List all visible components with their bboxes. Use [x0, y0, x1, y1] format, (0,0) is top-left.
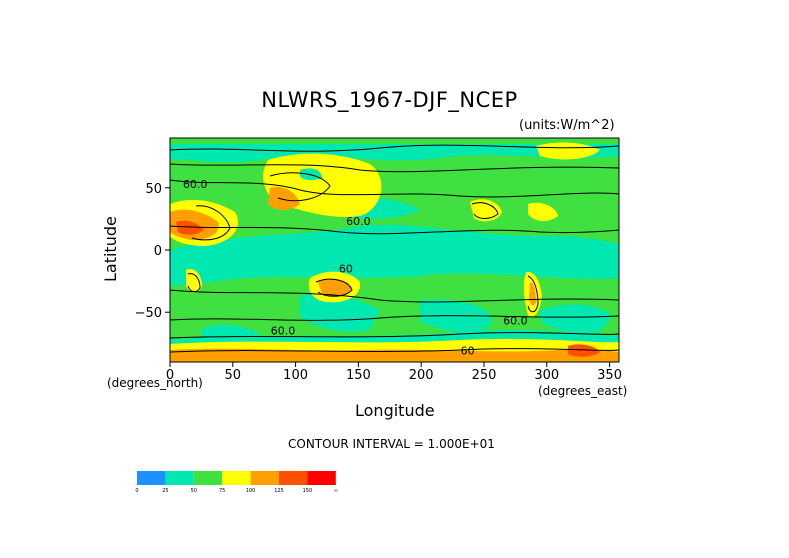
- field-region: [186, 268, 202, 293]
- x-tick-label: 100: [283, 368, 308, 383]
- units-label: (units:W/m^2): [519, 118, 615, 133]
- plot-area: [170, 138, 619, 362]
- colorbar-swatch: [165, 471, 194, 485]
- colorbar-swatch: [307, 471, 336, 485]
- field-region: [348, 179, 375, 205]
- x-tick-label: 350: [597, 368, 622, 383]
- contour-line: [170, 179, 619, 198]
- field-region: [568, 344, 600, 357]
- colorbar-swatch: [137, 471, 166, 485]
- y-unit-label: (degrees_north): [107, 376, 203, 390]
- y-tick-label: 0: [154, 244, 162, 259]
- contour-line: [170, 144, 619, 152]
- contour-label: 60.0: [183, 178, 208, 191]
- colorbar: 0 25 50 75 100 125 150 ∞: [135, 471, 338, 494]
- colorbar-label: 125: [274, 488, 284, 494]
- field-region: [318, 278, 352, 296]
- field-region: [300, 293, 380, 332]
- y-tick-label: −50: [135, 306, 162, 321]
- colorbar-swatch: [193, 471, 223, 485]
- colorbar-label: 150: [303, 488, 313, 494]
- axes: 0 50 100 150 200 250 300 350 50 0 −50: [135, 182, 622, 383]
- colorbar-label: 0: [135, 488, 138, 494]
- contour-line: [269, 172, 331, 202]
- field-region: [170, 348, 619, 362]
- contour-line: [191, 205, 231, 241]
- field-region: [536, 142, 600, 160]
- contour-line: [170, 332, 619, 339]
- colorbar-label: ∞: [334, 488, 338, 494]
- contour-line: [170, 289, 619, 303]
- chart-title: NLWRS_1967-DJF_NCEP: [261, 88, 518, 112]
- x-tick-label: 0: [166, 368, 174, 383]
- field-region: [300, 168, 322, 181]
- colorbar-swatch: [279, 471, 308, 485]
- contour-line: [170, 315, 619, 321]
- field-region: [528, 202, 558, 222]
- contour-line: [170, 348, 619, 353]
- x-axis-title: Longitude: [355, 401, 435, 420]
- field-region: [540, 304, 612, 334]
- x-tick-label: 50: [225, 368, 242, 383]
- x-tick-label: 250: [472, 368, 497, 383]
- contour-line: [471, 202, 499, 219]
- contour-line: [527, 275, 539, 313]
- colorbar-label: 100: [246, 488, 256, 494]
- field-region: [470, 199, 502, 222]
- contour-label: 60.0: [346, 215, 371, 228]
- field-region: [268, 186, 300, 210]
- colorbar-label: 75: [219, 488, 225, 494]
- colorbar-label: 50: [191, 488, 197, 494]
- colorbar-label: 25: [162, 488, 168, 494]
- colorbar-swatch: [250, 471, 279, 485]
- contour-line: [187, 273, 201, 293]
- field-region: [170, 144, 619, 163]
- colorbar-swatch: [222, 471, 251, 485]
- field-region: [176, 220, 204, 235]
- contour-lines: [170, 144, 619, 353]
- contour-label: 60.0: [503, 315, 528, 328]
- x-unit-label: (degrees_east): [538, 384, 628, 398]
- contour-label: 60: [461, 345, 475, 358]
- contour-labels: 60.0 60.0 60 60.0 60.0 60: [183, 178, 528, 358]
- x-tick-label: 150: [346, 368, 371, 383]
- y-tick-label: 50: [145, 182, 162, 197]
- contour-interval: CONTOUR INTERVAL = 1.000E+01: [288, 437, 495, 451]
- x-tick-label: 200: [409, 368, 434, 383]
- contour-label: 60: [339, 262, 353, 275]
- contour-line: [170, 163, 619, 173]
- field-region: [170, 224, 619, 286]
- contour-line: [170, 225, 619, 235]
- contour-line: [315, 278, 353, 297]
- x-tick-label: 300: [534, 368, 559, 383]
- contour-label: 60.0: [271, 325, 296, 338]
